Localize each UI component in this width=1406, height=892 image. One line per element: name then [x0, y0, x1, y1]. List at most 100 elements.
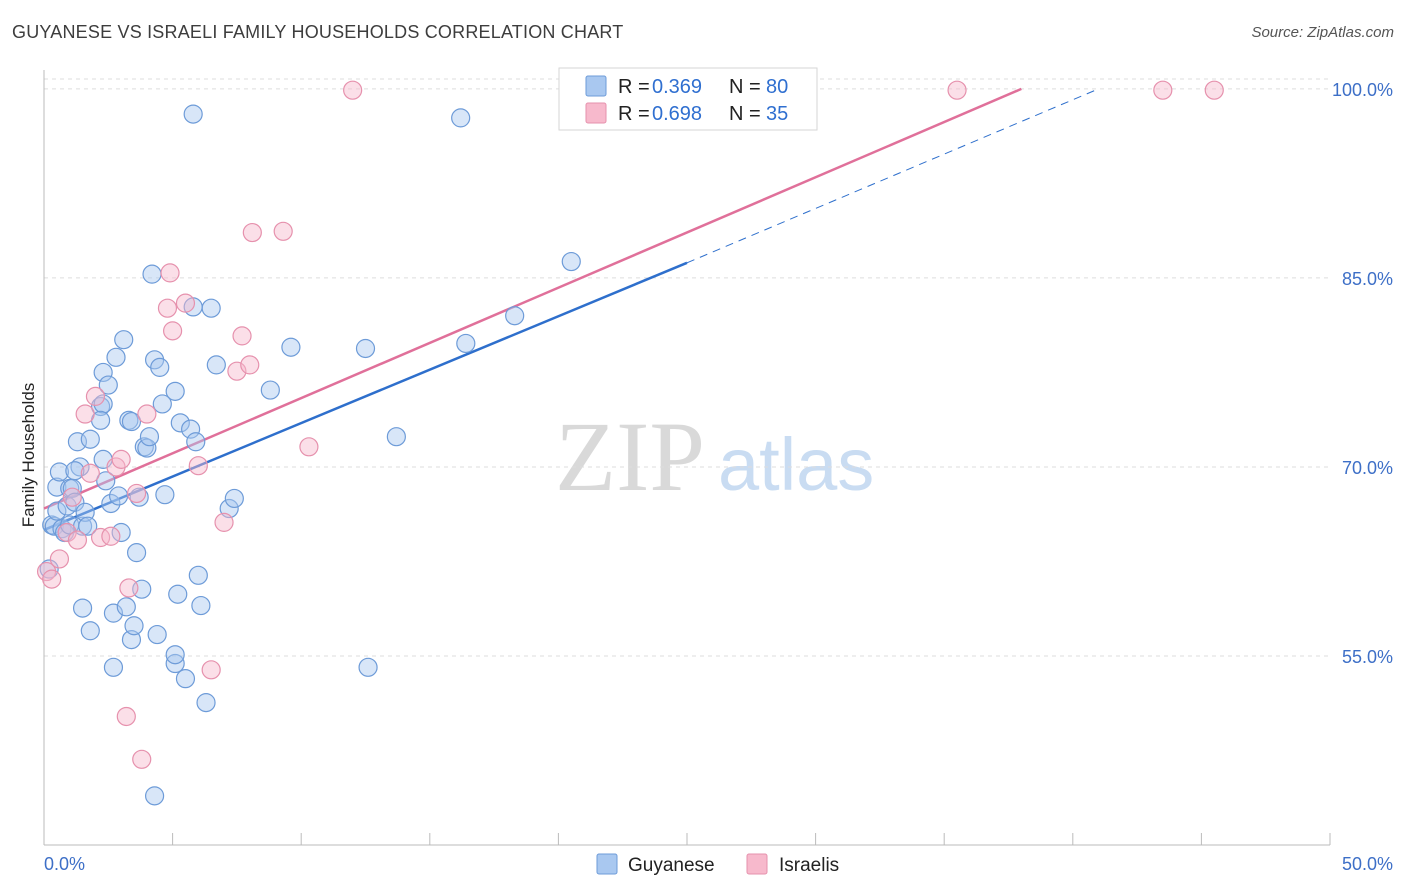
y-tick-label: 70.0% [1342, 458, 1393, 478]
guyanese-point [121, 411, 142, 432]
bottom-legend-label-guyanese: Guyanese [628, 855, 715, 876]
guyanese-point [80, 621, 100, 641]
guyanese-point [188, 565, 208, 585]
guyanese-point [355, 338, 376, 359]
y-tick-label: 100.0% [1332, 80, 1393, 100]
guyanese-point [106, 347, 126, 367]
guyanese-trend-extension [686, 88, 1099, 264]
israelis-point [42, 569, 62, 589]
israelis-point [80, 463, 100, 483]
israelis-point [1204, 80, 1224, 100]
legend-r-label-israelis: R = [618, 103, 650, 125]
guyanese-point [70, 457, 90, 477]
guyanese-point [116, 597, 136, 617]
guyanese-point [358, 657, 378, 677]
legend-r-value-israelis: 0.698 [652, 103, 702, 125]
israelis-point [163, 321, 183, 341]
guyanese-point [206, 355, 226, 375]
guyanese-point [147, 624, 167, 645]
israelis-point [232, 326, 252, 346]
israelis-point [343, 80, 363, 100]
israelis-point [85, 386, 106, 406]
bottom-legend-swatch-guyanese [596, 853, 618, 875]
guyanese-point [201, 298, 221, 318]
legend-swatch-guyanese [585, 75, 607, 97]
israelis-point [111, 449, 131, 469]
guyanese-point [165, 645, 185, 665]
guyanese-point [93, 394, 113, 414]
guyanese-point [93, 362, 113, 383]
israelis-point [116, 706, 136, 727]
guyanese-point [196, 693, 216, 713]
guyanese-trend-line [43, 261, 688, 532]
legend-swatch-israelis [585, 102, 607, 124]
axes: 55.0% 70.0% 85.0% 100.0% 0.0% 50.0% [43, 70, 1393, 874]
guyanese-point [150, 357, 170, 377]
guyanese-point [98, 375, 118, 395]
guyanese-point [168, 584, 188, 604]
y-axis-title: Family Households [19, 383, 38, 528]
israelis-trend-line [43, 87, 1022, 510]
guyanese-point [80, 429, 100, 449]
source-credit: Source: ZipAtlas.com [1251, 24, 1394, 41]
series-legend: Guyanese Israelis [596, 853, 839, 876]
guyanese-point [101, 493, 121, 514]
trend-lines [43, 87, 1099, 532]
legend-r-value-guyanese: 0.369 [652, 76, 702, 98]
guyanese-point [191, 595, 211, 616]
x-tick-label-min: 0.0% [44, 854, 85, 874]
guyanese-point [47, 501, 67, 521]
guyanese-point [103, 657, 124, 677]
israelis-point [62, 487, 82, 507]
guyanese-point [224, 488, 244, 509]
israelis-point [242, 222, 262, 243]
guyanese-point [456, 333, 476, 354]
israelis-point [240, 355, 260, 375]
israelis-point [175, 293, 196, 313]
guyanese-point [72, 598, 93, 618]
israelis-point [201, 660, 221, 680]
guyanese-point [108, 486, 129, 506]
legend-r-label-guyanese: R = [618, 76, 650, 98]
guyanese-point [111, 522, 131, 543]
guyanese-point [65, 461, 85, 481]
legend-n-value-israelis: 35 [766, 103, 788, 125]
guyanese-point [181, 419, 201, 439]
guyanese-point [90, 396, 111, 417]
chart-title: GUYANESE VS ISRAELI FAMILY HOUSEHOLDS CO… [12, 22, 624, 42]
israelis-point [214, 512, 234, 532]
guyanese-point [186, 432, 206, 452]
israelis-point [157, 298, 178, 318]
guyanese-point [451, 108, 471, 128]
guyanese-point [260, 380, 280, 400]
guyanese-point [561, 251, 581, 272]
guyanese-point [152, 394, 172, 414]
watermark-zip: ZIP [555, 401, 705, 512]
israelis-point [90, 527, 111, 548]
israelis-point [273, 221, 293, 241]
guyanese-point [96, 471, 116, 491]
guyanese-point [386, 427, 406, 447]
guyanese-point [165, 381, 185, 401]
israelis-point [137, 404, 157, 424]
israelis-point [160, 263, 180, 283]
y-tick-label: 85.0% [1342, 269, 1393, 289]
guyanese-point [281, 337, 301, 357]
guyanese-point [49, 462, 70, 482]
guyanese-point [124, 616, 144, 636]
legend-n-label-israelis: N = [729, 103, 761, 125]
israelis-point [101, 526, 121, 546]
guyanese-point [183, 104, 203, 124]
israelis-point [947, 80, 967, 100]
israelis-point [75, 404, 95, 424]
legend-n-value-guyanese: 80 [766, 76, 788, 98]
guyanese-point [175, 669, 196, 689]
guyanese-point [65, 492, 85, 512]
legend-n-label-guyanese: N = [729, 76, 761, 98]
data-points [36, 80, 1224, 806]
guyanese-point [155, 485, 175, 505]
guyanese-point [144, 786, 165, 806]
guyanese-point [142, 264, 162, 284]
guyanese-point [114, 330, 134, 350]
y-tick-label: 55.0% [1342, 647, 1393, 667]
